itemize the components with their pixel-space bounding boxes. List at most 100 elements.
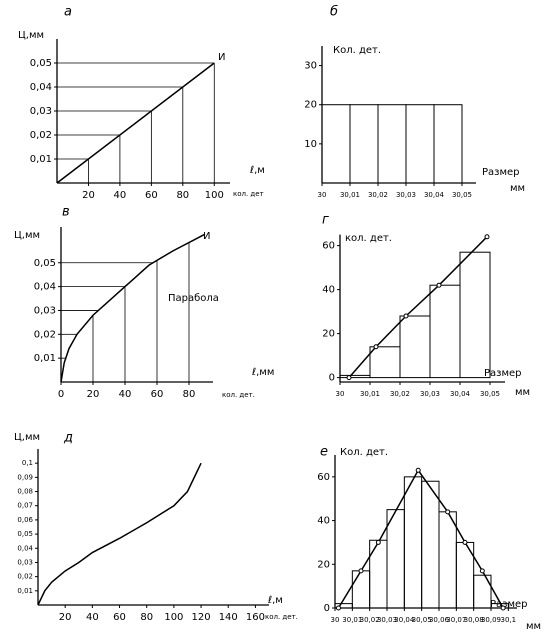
y-tick-label: 0,06	[17, 516, 33, 524]
bar	[473, 574, 492, 609]
x-tick-label: 60	[151, 389, 164, 400]
bar	[421, 480, 440, 609]
y-tick-label: 0,03	[17, 558, 33, 566]
x-axis-label: Размер	[484, 368, 522, 379]
y-tick-label: 20	[317, 559, 330, 570]
x-axis-unit: кол. дет.	[265, 613, 298, 621]
bar	[339, 374, 371, 379]
panel-letter: в	[62, 205, 70, 220]
y-tick-label: 0,04	[30, 82, 52, 93]
curve	[37, 462, 202, 606]
y-axis-label: Ц,мм	[18, 30, 44, 41]
bar	[377, 104, 407, 184]
x-axis-label: ℓ,м	[268, 595, 283, 606]
x-tick-label: 30,03	[420, 390, 440, 398]
x-tick-label: 40	[86, 612, 99, 623]
x-axis-unit: мм	[526, 621, 541, 632]
bar	[429, 284, 461, 379]
bar	[349, 104, 379, 184]
x-tick-label: 0	[58, 389, 64, 400]
x-axis-unit: мм	[515, 387, 530, 398]
y-tick-label: 0,08	[17, 488, 33, 496]
point	[484, 234, 490, 240]
x-axis-label: Размер	[482, 167, 520, 178]
bar	[321, 104, 351, 184]
point	[346, 375, 352, 381]
y-tick-label: 0,01	[34, 353, 56, 364]
point	[462, 539, 468, 545]
y-tick-label: 20	[322, 329, 335, 340]
panel-letter: а	[64, 5, 72, 20]
y-axis-label: Кол. дет.	[340, 447, 388, 458]
x-tick-label: 30,06	[429, 616, 450, 624]
y-axis-label: Ц,мм	[14, 230, 40, 241]
x-tick-label: 20	[59, 612, 72, 623]
x-tick-label: 40	[119, 389, 132, 400]
x-tick-label: 30,05	[480, 390, 500, 398]
y-tick-label: 60	[317, 472, 330, 483]
x-tick-label: 30	[331, 616, 340, 624]
y-tick-label: 40	[322, 285, 335, 296]
y-tick-label: 60	[322, 241, 335, 252]
point	[479, 568, 485, 574]
point	[415, 467, 421, 473]
y-tick-label: 0	[329, 373, 335, 384]
x-tick-label: 30,02	[368, 191, 388, 199]
point	[436, 282, 442, 288]
x-tick-label: 100	[164, 612, 183, 623]
x-tick-label: 30,03	[377, 616, 397, 624]
panel-letter: г	[322, 213, 329, 228]
bar	[369, 346, 401, 379]
bar	[438, 511, 457, 609]
x-tick-label: 30,04	[450, 390, 471, 398]
x-tick-label: 30,08	[464, 616, 484, 624]
y-tick-label: 0,05	[30, 58, 52, 69]
y-tick-label: 0,01	[17, 587, 33, 595]
x-tick-label: 60	[145, 190, 158, 201]
point	[500, 605, 506, 611]
y-tick-label: 0,02	[30, 130, 52, 141]
x-tick-label: 140	[219, 612, 238, 623]
y-tick-label: 0,02	[17, 573, 33, 581]
x-tick-label: 20	[87, 389, 100, 400]
curve	[337, 468, 504, 609]
x-tick-label: 40	[114, 190, 127, 201]
y-tick-label: 10	[304, 139, 317, 150]
y-tick-label: 0,1	[22, 459, 33, 467]
x-tick-label: 30,05	[452, 191, 472, 199]
annotation: И	[203, 231, 210, 242]
x-tick-label: 80	[140, 612, 153, 623]
bar	[490, 603, 509, 609]
y-axis-label: кол. дет.	[345, 233, 392, 244]
y-tick-label: 0,02	[34, 329, 56, 340]
x-tick-label: 30,03	[396, 191, 416, 199]
y-tick-label: 0	[324, 603, 330, 614]
x-tick-label: 30,02	[390, 390, 410, 398]
x-tick-label: 30,01	[340, 191, 360, 199]
x-tick-label: 30,1	[501, 616, 517, 624]
point	[445, 509, 451, 515]
x-tick-label: 30,05	[412, 616, 432, 624]
x-tick-label: 30,01	[342, 616, 362, 624]
y-tick-label: 0,03	[30, 106, 52, 117]
point	[375, 539, 381, 545]
y-tick-label: 40	[317, 516, 330, 527]
x-tick-label: 30,09	[481, 616, 501, 624]
x-tick-label: 30	[318, 191, 327, 199]
x-axis-label: ℓ,мм	[252, 367, 274, 378]
y-axis-label: Ц,мм	[14, 432, 40, 443]
y-tick-label: 30	[304, 61, 317, 72]
point	[403, 313, 409, 319]
x-tick-label: 20	[82, 190, 95, 201]
bar	[351, 570, 371, 609]
y-tick-label: 0,05	[17, 530, 33, 538]
x-tick-label: 120	[192, 612, 211, 623]
y-tick-label: 0,03	[34, 305, 56, 316]
point	[335, 605, 341, 611]
x-tick-label: 100	[205, 190, 224, 201]
bar	[405, 104, 435, 184]
x-tick-label: 60	[113, 612, 126, 623]
point	[358, 568, 364, 574]
